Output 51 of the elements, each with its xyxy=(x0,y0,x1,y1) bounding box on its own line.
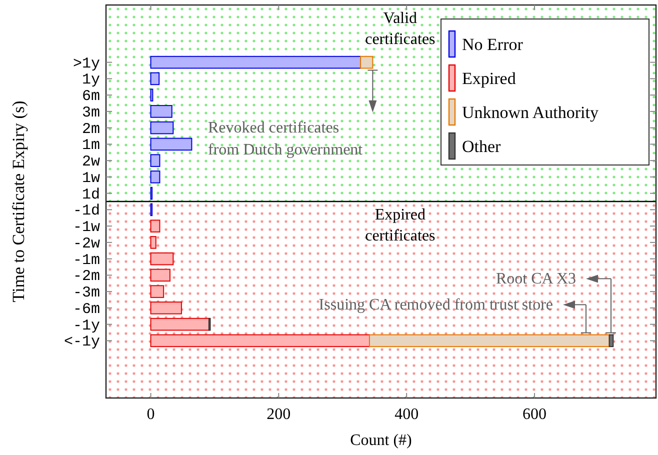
bar xyxy=(368,334,610,348)
bar xyxy=(150,252,174,266)
bar xyxy=(150,105,172,118)
y-tick-label: -6m xyxy=(72,300,100,318)
x-tick-label: 200 xyxy=(266,406,291,423)
y-tick-label: -2m xyxy=(72,268,100,286)
legend-label: No Error xyxy=(462,35,524,54)
bar xyxy=(150,170,160,184)
y-tick-label: -3m xyxy=(72,284,100,302)
bar xyxy=(150,220,160,232)
bar xyxy=(360,56,374,69)
y-tick-label: 6m xyxy=(82,88,100,106)
y-tick-label: <-1y xyxy=(64,334,100,351)
y-tick-label: 2w xyxy=(82,154,100,171)
y-tick-label: -2w xyxy=(72,235,100,252)
y-tick-label: -1y xyxy=(72,317,100,334)
x-axis-title: Count (#) xyxy=(350,432,412,449)
band-label: Expired certificates xyxy=(365,206,436,244)
y-tick-label: -1d xyxy=(72,202,100,220)
y-tick-label: >1y xyxy=(72,55,100,72)
x-tick-label: 400 xyxy=(394,406,419,423)
y-tick-label: 1w xyxy=(82,170,100,187)
y-tick-label: 1y xyxy=(82,72,100,89)
bar xyxy=(150,302,182,314)
bar xyxy=(150,154,160,167)
y-tick-label: 2m xyxy=(82,120,100,138)
legend-label: Other xyxy=(462,137,502,156)
legend-label: Expired xyxy=(462,69,516,88)
y-tick-label: 3m xyxy=(82,104,100,122)
bar xyxy=(150,236,156,249)
annotation: Issuing CA removed from trust store xyxy=(318,296,553,314)
bar xyxy=(150,318,210,331)
y-tick-label: 1m xyxy=(82,137,100,154)
bar xyxy=(150,56,362,69)
bar xyxy=(608,334,614,348)
bar xyxy=(150,334,370,348)
bar xyxy=(150,138,192,151)
bar xyxy=(150,285,164,298)
x-tick-label: 0 xyxy=(146,406,155,423)
bar xyxy=(150,268,170,282)
y-axis-title: Time to Certificate Expiry (s) xyxy=(9,100,28,302)
bar xyxy=(150,72,160,86)
y-tick-label: -1m xyxy=(72,252,100,269)
y-tick-label: 1d xyxy=(82,186,100,204)
y-tick-label: -1w xyxy=(72,219,100,236)
band-label: Valid certificates xyxy=(365,10,436,48)
bar xyxy=(150,121,174,134)
annotation: Revoked certificates from Dutch government xyxy=(208,119,364,158)
x-tick-label: 600 xyxy=(522,406,546,423)
annotation: Root CA X3 xyxy=(496,270,576,288)
legend-label: Unknown Authority xyxy=(462,103,599,122)
